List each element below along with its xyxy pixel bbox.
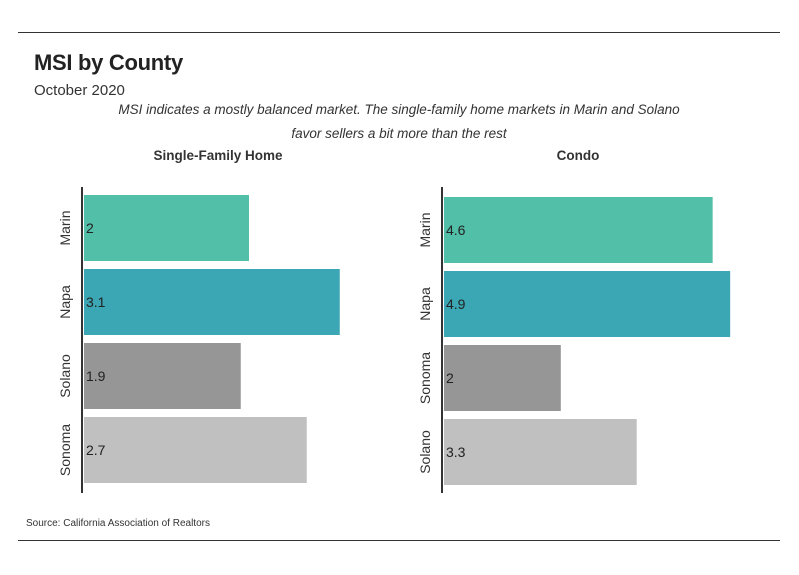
value-label-condo-marin: 4.6 [446,222,466,238]
top-rule [18,32,780,33]
chart-subtitle: October 2020 [34,82,125,99]
bar-condo-solano [444,419,637,485]
category-label-single-family-solano: Solano [57,354,73,398]
panel-title-condo: Condo [556,148,600,163]
value-label-condo-sonoma: 2 [446,370,454,386]
bar-single-family-solano [84,343,241,409]
value-label-single-family-sonoma: 2.7 [86,442,106,458]
value-label-condo-napa: 4.9 [446,296,466,312]
category-label-single-family-napa: Napa [57,285,73,319]
bar-condo-marin [444,197,713,263]
bar-single-family-sonoma [84,417,307,483]
panel-title-single-family: Single-Family Home [153,148,283,163]
category-label-condo-solano: Solano [417,430,433,474]
source-note: Source: California Association of Realto… [26,518,210,529]
category-label-condo-napa: Napa [417,287,433,321]
bar-condo-napa [444,271,731,337]
bottom-rule [18,540,780,541]
category-label-condo-marin: Marin [417,212,433,247]
category-label-single-family-sonoma: Sonoma [57,424,73,476]
category-label-condo-sonoma: Sonoma [417,352,433,404]
bar-single-family-napa [84,269,340,335]
value-label-single-family-napa: 3.1 [86,294,106,310]
value-label-condo-solano: 3.3 [446,444,466,460]
value-label-single-family-solano: 1.9 [86,368,106,384]
bar-single-family-marin [84,195,249,261]
chart-description: MSI indicates a mostly balanced market. … [118,102,680,141]
category-label-single-family-marin: Marin [57,210,73,245]
chart-title: MSI by County [34,50,183,75]
value-label-single-family-marin: 2 [86,220,94,236]
bar-condo-sonoma [444,345,561,411]
